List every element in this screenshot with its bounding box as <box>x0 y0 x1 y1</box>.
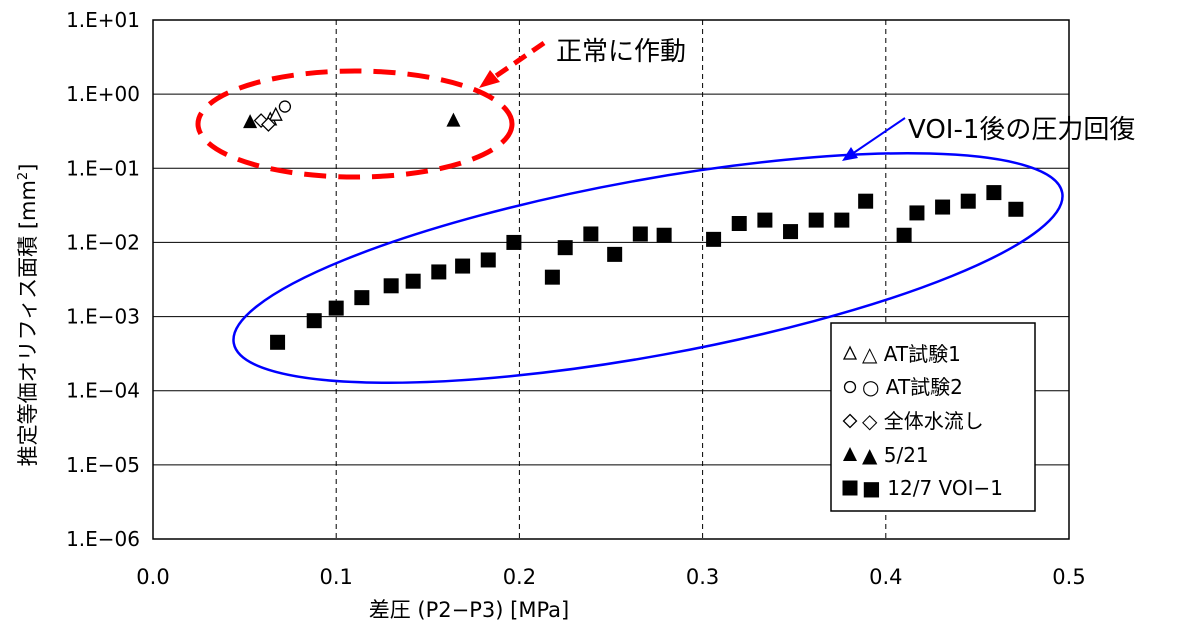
open-triangle-marker <box>268 106 283 121</box>
square-marker <box>328 300 344 316</box>
y-tick-label: 1.E−02 <box>66 230 140 254</box>
pressure-recovery-annotation: VOI-1後の圧力回復 <box>232 115 1135 384</box>
normal-operation-arrow-head <box>479 70 500 88</box>
square-marker <box>842 480 858 496</box>
y-tick-label: 1.E+00 <box>66 82 140 106</box>
square-marker <box>834 212 850 228</box>
normal-operation-annotation: 正常に作動 <box>195 37 686 180</box>
square-marker <box>986 185 1002 201</box>
open-diamond-marker <box>260 117 276 132</box>
filled-triangle-marker <box>843 447 857 461</box>
square-marker <box>607 246 623 262</box>
square-marker <box>783 224 799 240</box>
open-circle-marker <box>278 100 292 113</box>
square-marker <box>306 313 322 329</box>
square-marker <box>632 226 648 242</box>
square-marker <box>731 216 747 232</box>
square-marker <box>909 205 925 221</box>
y-axis-label-sup: 2 <box>16 172 31 180</box>
x-tick-labels: 0.0 0.1 0.2 0.3 0.4 0.5 <box>136 565 1085 589</box>
x-axis-label: 差圧 (P2−P3) [MPa] <box>369 598 569 622</box>
filled-triangle-marker <box>243 114 258 129</box>
legend: △ AT試験1 ○ AT試験2 ◇ 全体水流し ▲ 5/21 ■ 12/7 VO… <box>830 322 1036 512</box>
square-marker <box>557 240 573 256</box>
square-marker <box>270 334 286 350</box>
square-marker <box>808 212 824 228</box>
square-marker <box>354 290 370 306</box>
square-marker <box>383 278 399 294</box>
y-axis-label-close: ] <box>16 164 40 172</box>
pressure-recovery-ellipse <box>232 152 1064 384</box>
square-marker <box>544 269 560 285</box>
pressure-recovery-label: VOI-1後の圧力回復 <box>908 115 1135 145</box>
legend-box <box>830 322 1036 512</box>
square-marker <box>706 231 722 247</box>
square-marker <box>583 226 599 242</box>
square-marker <box>960 193 976 209</box>
x-tick-label: 0.3 <box>686 565 719 589</box>
legend-item: ■ 12/7 VOI−1 <box>862 476 1003 500</box>
square-marker <box>858 193 874 209</box>
square-marker <box>757 212 773 228</box>
legend-item: ○ AT試験2 <box>862 375 963 399</box>
y-tick-label: 1.E+01 <box>66 8 140 32</box>
normal-operation-ellipse <box>195 68 515 180</box>
normal-operation-label: 正常に作動 <box>556 37 686 67</box>
square-marker <box>480 252 496 268</box>
y-tick-label: 1.E−03 <box>66 305 140 329</box>
square-marker <box>896 227 912 243</box>
y-tick-label: 1.E−01 <box>66 156 140 180</box>
open-circle-marker <box>843 380 857 394</box>
open-diamond-marker <box>842 413 858 429</box>
y-tick-labels: 1.E−06 1.E−05 1.E−04 1.E−03 1.E−02 1.E−01 1.E+… <box>66 8 140 551</box>
square-marker <box>405 273 421 289</box>
y-axis-label-main: 推定等価オリフィス面積 [mm <box>16 180 40 466</box>
x-tick-label: 0.1 <box>319 565 352 589</box>
pressure-recovery-arrow-line <box>851 117 906 155</box>
pressure-recovery-arrow-head <box>842 147 858 161</box>
legend-item: △ AT試験1 <box>862 342 961 366</box>
y-tick-label: 1.E−04 <box>66 379 140 403</box>
filled-triangle-marker <box>446 112 461 127</box>
square-marker <box>506 234 522 250</box>
y-tick-label: 1.E−06 <box>66 527 140 551</box>
x-tick-label: 0.5 <box>1052 565 1085 589</box>
data-points <box>243 100 1024 350</box>
open-triangle-marker <box>842 345 858 360</box>
square-marker <box>656 227 672 243</box>
square-marker <box>1008 201 1024 217</box>
plot-frame <box>152 19 1070 540</box>
square-marker <box>431 264 447 280</box>
x-tick-label: 0.4 <box>869 565 902 589</box>
grid-lines <box>153 19 1069 540</box>
y-tick-label: 1.E−05 <box>66 453 140 477</box>
square-marker <box>455 258 471 274</box>
legend-item: ▲ 5/21 <box>862 443 929 467</box>
x-tick-label: 0.0 <box>136 565 169 589</box>
normal-operation-arrow-line <box>494 40 546 79</box>
square-marker <box>935 199 951 215</box>
y-axis-label: 推定等価オリフィス面積 [mm2] <box>16 164 40 467</box>
x-tick-label: 0.2 <box>503 565 536 589</box>
legend-item: ◇ 全体水流し <box>862 409 984 433</box>
